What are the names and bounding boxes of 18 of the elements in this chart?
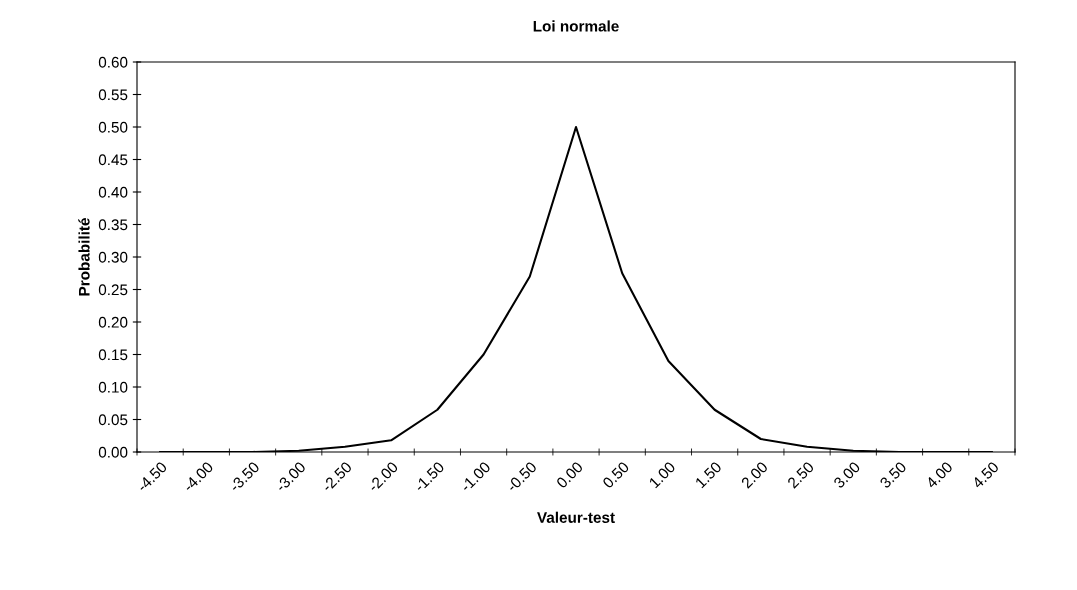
y-tick-label: 0.20: [98, 316, 128, 328]
chart-title: Loi normale: [533, 20, 619, 32]
y-tick-label: 0.25: [98, 284, 128, 296]
y-tick-label: 0.15: [98, 349, 128, 361]
y-tick-label: 0.60: [98, 56, 128, 68]
y-tick-label: 0.35: [98, 219, 128, 231]
y-tick-label: 0.40: [98, 186, 128, 198]
y-tick-label: 0.05: [98, 414, 128, 426]
x-tick-label: 4.00: [925, 461, 954, 490]
y-axis-title: Probabilité: [78, 218, 90, 296]
y-tick-label: 0.50: [98, 121, 128, 133]
y-tick-label: 0.30: [98, 251, 128, 263]
y-tick-label: 0.45: [98, 154, 128, 166]
y-tick-label: 0.55: [98, 89, 128, 101]
x-tick-label: 4.50: [971, 461, 1000, 490]
y-tick-label: 0.00: [98, 446, 128, 458]
x-axis-title: Valeur-test: [537, 511, 615, 523]
y-tick-label: 0.10: [98, 381, 128, 393]
